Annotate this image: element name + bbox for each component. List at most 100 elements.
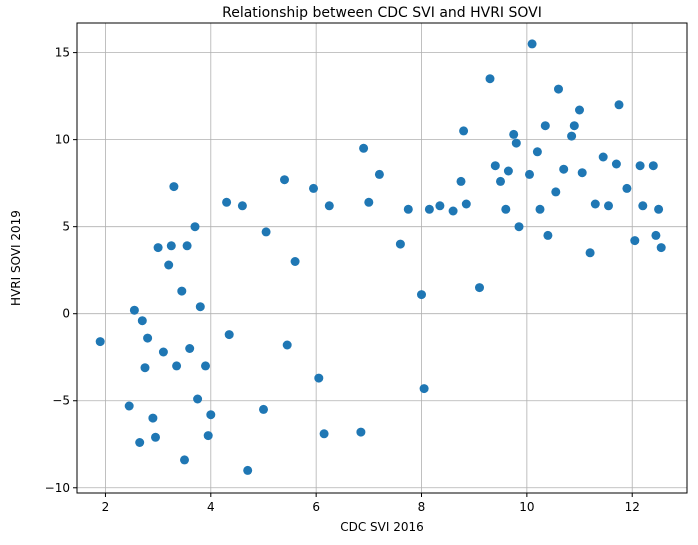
data-point: [148, 413, 158, 423]
data-point: [611, 159, 621, 169]
data-point: [403, 204, 413, 214]
data-point: [243, 465, 253, 475]
chart-title: Relationship between CDC SVI and HVRI SO…: [222, 5, 542, 21]
data-point: [309, 183, 318, 193]
y-tick-label: 0: [62, 307, 70, 321]
data-point: [193, 394, 203, 404]
data-point: [614, 100, 624, 110]
data-point: [395, 239, 405, 249]
data-point: [648, 161, 658, 171]
data-point: [598, 152, 608, 162]
data-point: [135, 438, 145, 447]
data-point: [559, 164, 569, 174]
data-point: [635, 161, 645, 171]
data-point: [654, 204, 664, 214]
data-point: [514, 222, 524, 232]
data-point: [201, 361, 210, 371]
x-tick-label: 8: [418, 500, 426, 514]
data-point: [364, 197, 374, 207]
data-point: [501, 204, 511, 214]
y-tick-label: 10: [55, 133, 70, 147]
x-tick-label: 12: [625, 500, 640, 514]
plot-frame: [76, 22, 688, 494]
data-point: [237, 201, 247, 211]
data-point: [190, 222, 200, 232]
data-point: [195, 302, 205, 312]
y-tick-label: −5: [52, 394, 70, 408]
data-point: [435, 201, 445, 211]
data-point: [177, 286, 187, 296]
data-point: [532, 147, 542, 157]
data-point: [314, 373, 324, 383]
data-point: [151, 432, 160, 442]
data-point: [503, 166, 513, 176]
data-point: [324, 201, 334, 211]
data-point: [185, 344, 195, 353]
data-point: [543, 230, 553, 240]
data-point: [129, 305, 139, 315]
data-point: [419, 384, 429, 394]
data-point: [577, 168, 587, 178]
data-point: [511, 138, 521, 148]
y-axis-label: HVRI SOVI 2019: [9, 210, 23, 306]
data-point: [424, 204, 434, 214]
data-point: [124, 401, 134, 411]
data-point: [604, 201, 613, 211]
data-point: [158, 347, 168, 357]
data-point: [143, 333, 153, 343]
data-point: [651, 230, 661, 240]
data-point: [567, 131, 577, 141]
data-point: [630, 236, 640, 246]
x-axis-ticks: 2 4 6 8 10 12: [102, 493, 640, 514]
data-point: [182, 241, 192, 251]
y-tick-label: 5: [62, 220, 70, 234]
y-axis-ticks: −10 −5 0 5 10 15: [45, 46, 77, 495]
data-point: [490, 161, 500, 171]
data-point: [169, 182, 179, 192]
data-point: [140, 363, 150, 373]
data-point: [282, 340, 292, 350]
data-point: [261, 227, 271, 237]
data-point: [359, 143, 369, 153]
x-tick-label: 10: [519, 500, 534, 514]
data-point: [485, 74, 495, 84]
x-axis-label: CDC SVI 2016: [340, 520, 424, 534]
data-point: [459, 126, 469, 136]
data-point: [540, 121, 550, 131]
data-point: [496, 176, 505, 186]
data-point: [222, 197, 232, 207]
data-point: [153, 243, 163, 253]
data-point: [206, 410, 216, 420]
x-tick-label: 6: [312, 500, 320, 514]
data-point: [551, 187, 561, 197]
data-point: [622, 183, 632, 193]
data-point: [280, 175, 289, 185]
data-point: [374, 169, 384, 179]
data-point: [166, 241, 176, 251]
data-point: [164, 260, 174, 270]
scatter-points: [95, 39, 666, 475]
data-point: [137, 316, 147, 326]
data-point: [569, 121, 579, 131]
data-point: [456, 176, 466, 186]
data-point: [585, 248, 595, 258]
data-point: [656, 243, 666, 253]
x-tick-label: 2: [102, 500, 110, 514]
data-point: [638, 201, 648, 211]
data-point: [448, 206, 458, 216]
data-point: [95, 337, 105, 347]
data-point: [590, 199, 600, 209]
grid-lines: [77, 23, 687, 493]
y-tick-label: −10: [45, 481, 70, 495]
data-point: [575, 105, 584, 115]
data-point: [224, 330, 234, 340]
data-point: [535, 204, 545, 214]
x-tick-label: 4: [207, 500, 215, 514]
data-point: [527, 39, 537, 49]
data-point: [319, 429, 329, 439]
data-point: [259, 404, 268, 414]
data-point: [180, 455, 189, 465]
data-point: [172, 361, 182, 371]
data-point: [290, 257, 300, 266]
